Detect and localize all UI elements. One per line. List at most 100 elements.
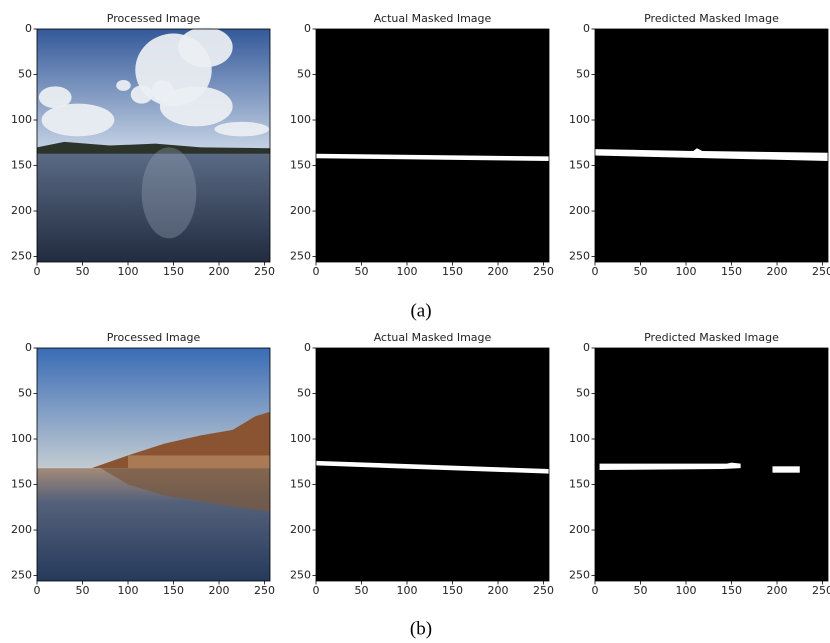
mask-bg [316, 29, 549, 262]
x-tick-label: 0 [313, 265, 320, 278]
y-tick-label: 100 [11, 432, 32, 445]
y-tick-label: 100 [290, 113, 311, 126]
mask-band [595, 148, 828, 161]
x-tick-label: 200 [488, 265, 509, 278]
y-tick-label: 50 [297, 387, 311, 400]
cloud [159, 86, 233, 127]
x-tick-label: 0 [592, 265, 599, 278]
x-tick-label: 100 [118, 265, 139, 278]
y-tick-label: 0 [25, 341, 32, 354]
axes-frame [315, 347, 550, 582]
x-tick-label: 50 [355, 584, 369, 597]
x-tick-label: 0 [34, 265, 41, 278]
cloud [214, 121, 270, 137]
x-tick-label: 100 [676, 265, 697, 278]
x-tick-label: 250 [812, 265, 830, 278]
x-tick-label: 200 [488, 584, 509, 597]
x-tick-label: 0 [34, 584, 41, 597]
x-tick-label: 150 [442, 584, 463, 597]
mask-band [316, 460, 549, 474]
panel-title: Predicted Masked Image [644, 12, 779, 25]
x-tick-label: 150 [442, 265, 463, 278]
x-tick-label: 250 [812, 584, 830, 597]
y-tick-label: 150 [569, 159, 590, 172]
y-tick-label: 200 [290, 523, 311, 536]
cloud [116, 79, 131, 91]
y-tick-label: 50 [18, 387, 32, 400]
cloud [38, 86, 72, 109]
x-tick-label: 200 [209, 584, 230, 597]
y-tick-label: 250 [11, 250, 32, 263]
x-tick-label: 200 [767, 265, 788, 278]
x-tick-label: 100 [118, 584, 139, 597]
x-tick-label: 200 [767, 584, 788, 597]
y-tick-label: 200 [11, 204, 32, 217]
mask-band [772, 466, 800, 473]
cloud [41, 103, 115, 137]
y-tick-label: 150 [290, 478, 311, 491]
y-tick-label: 250 [290, 569, 311, 582]
hill [91, 411, 270, 469]
y-tick-label: 100 [11, 113, 32, 126]
panel-title: Actual Masked Image [374, 12, 492, 25]
y-tick-label: 200 [11, 523, 32, 536]
y-tick-label: 50 [18, 68, 32, 81]
x-tick-label: 50 [76, 265, 90, 278]
x-tick-label: 150 [721, 584, 742, 597]
image [595, 348, 828, 581]
x-tick-label: 50 [634, 584, 648, 597]
shore [128, 455, 270, 469]
image [37, 348, 271, 581]
y-tick-label: 0 [583, 22, 590, 35]
x-tick-label: 250 [533, 584, 554, 597]
x-tick-label: 100 [397, 584, 418, 597]
y-tick-label: 50 [576, 387, 590, 400]
y-tick-label: 0 [304, 22, 311, 35]
mask-bg [595, 29, 828, 262]
axes-frame [594, 28, 829, 263]
axes-frame [315, 28, 550, 263]
x-tick-label: 50 [355, 265, 369, 278]
y-tick-label: 100 [569, 113, 590, 126]
x-tick-label: 250 [254, 265, 275, 278]
treeline [37, 141, 270, 155]
y-tick-label: 200 [290, 204, 311, 217]
panel-title: Actual Masked Image [374, 331, 492, 344]
y-tick-label: 50 [297, 68, 311, 81]
mask-band [599, 462, 741, 470]
y-tick-label: 150 [11, 478, 32, 491]
x-tick-label: 250 [254, 584, 275, 597]
shimmer [141, 147, 197, 239]
x-tick-label: 150 [163, 584, 184, 597]
panel-title: Processed Image [107, 331, 201, 344]
x-tick-label: 0 [592, 584, 599, 597]
y-tick-label: 100 [290, 432, 311, 445]
y-tick-label: 200 [569, 523, 590, 536]
panel-title: Processed Image [107, 12, 201, 25]
x-tick-label: 100 [676, 584, 697, 597]
mask-band [316, 153, 549, 161]
image [316, 348, 549, 581]
water [37, 153, 270, 262]
y-tick-label: 50 [576, 68, 590, 81]
caption: (a) [410, 300, 431, 321]
x-tick-label: 200 [209, 265, 230, 278]
image [37, 27, 270, 262]
caption: (b) [410, 618, 432, 639]
cloud [130, 85, 153, 104]
image [316, 29, 549, 262]
y-tick-label: 100 [569, 432, 590, 445]
x-tick-label: 150 [721, 265, 742, 278]
image [595, 29, 828, 262]
x-tick-label: 0 [313, 584, 320, 597]
y-tick-label: 250 [290, 250, 311, 263]
y-tick-label: 250 [569, 250, 590, 263]
y-tick-label: 150 [569, 478, 590, 491]
axes-frame [594, 347, 829, 582]
cloud [151, 79, 174, 102]
x-tick-label: 250 [533, 265, 554, 278]
panel-title: Predicted Masked Image [644, 331, 779, 344]
y-tick-label: 0 [304, 341, 311, 354]
